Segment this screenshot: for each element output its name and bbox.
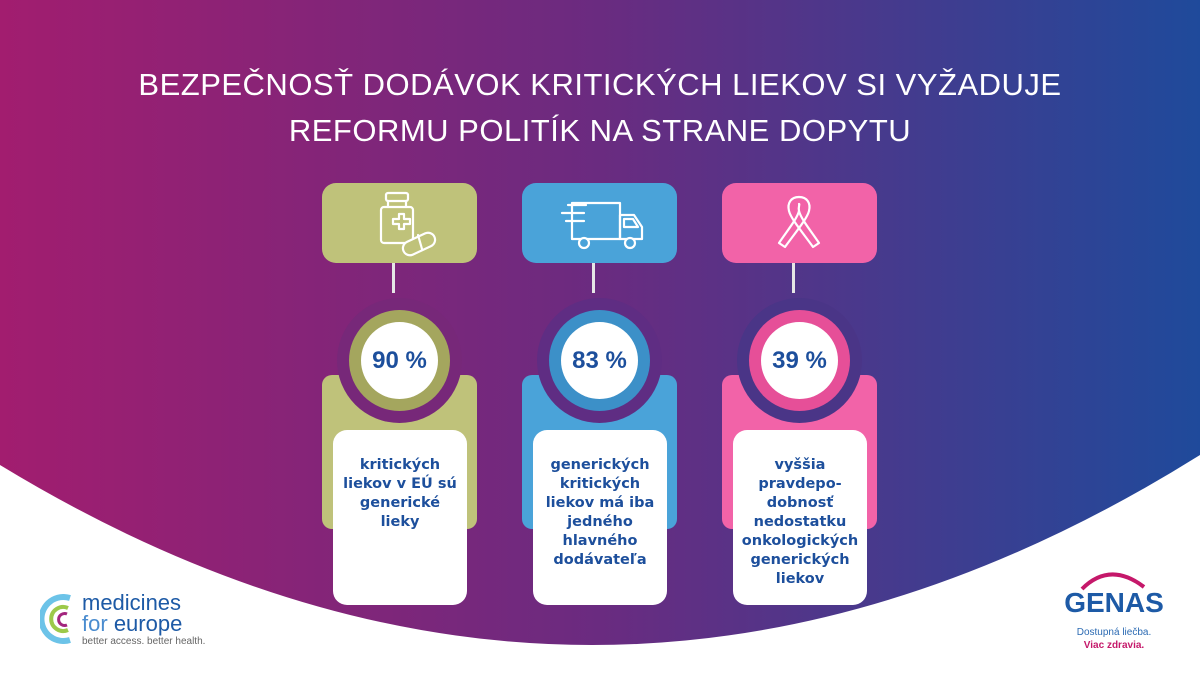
connector-line (392, 263, 395, 293)
percent-value: 83 % (561, 322, 638, 399)
stat-description: generických kritických liekov má iba jed… (533, 430, 667, 605)
stat-description: kritických liekov v EÚ sú generické liek… (333, 430, 467, 605)
percent-value: 39 % (761, 322, 838, 399)
stat-description: vyššia pravdepo-dobnosť nedostatku onkol… (733, 430, 867, 605)
connector-line (592, 263, 595, 293)
icon-box (322, 183, 477, 263)
page-title: BEZPEČNOSŤ DODÁVOK KRITICKÝCH LIEKOV SI … (0, 62, 1200, 154)
stat-card-generics: 90 % kritických liekov v EÚ sú generické… (322, 183, 477, 608)
genas-arc-icon (1080, 572, 1146, 591)
icon-box (522, 183, 677, 263)
medicine-bottle-pill-icon (379, 191, 437, 257)
medicines-for-europe-logo: medicines for europe better access. bett… (40, 592, 210, 652)
awareness-ribbon-icon (777, 195, 821, 249)
delivery-truck-icon (560, 201, 644, 250)
stat-card-oncology: 39 % vyššia pravdepo-dobnosť nedostatku … (722, 183, 877, 608)
icon-box (722, 183, 877, 263)
stat-card-single-supplier: 83 % generických kritických liekov má ib… (522, 183, 677, 608)
mfe-logo-mark-icon (40, 594, 71, 644)
genas-logo: GENAS Dostupná liečba. Viac zdravia. (1060, 565, 1164, 660)
connector-line (792, 263, 795, 293)
percent-value: 90 % (361, 322, 438, 399)
title-line-2: REFORMU POLITÍK NA STRANE DOPYTU (288, 113, 912, 148)
title-line-1: BEZPEČNOSŤ DODÁVOK KRITICKÝCH LIEKOV SI … (138, 67, 1062, 102)
